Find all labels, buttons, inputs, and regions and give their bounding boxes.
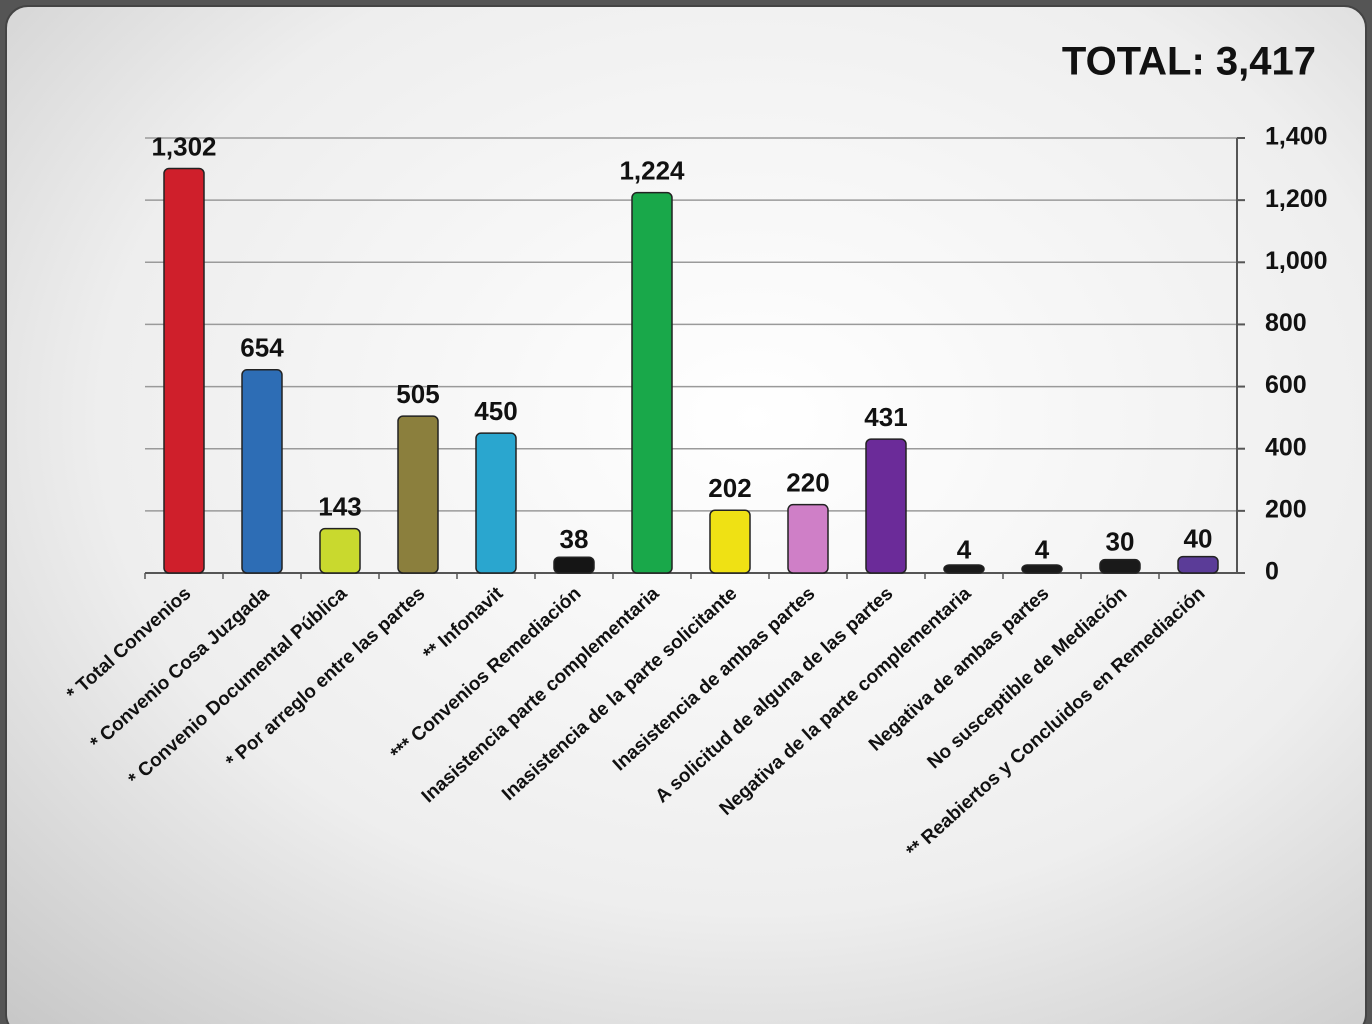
y-tick-label: 200 (1265, 495, 1307, 523)
bar (1021, 564, 1063, 574)
bar (787, 503, 829, 574)
y-tick-label: 400 (1265, 433, 1307, 461)
y-tick-label: 800 (1265, 309, 1307, 337)
value-label: 40 (1184, 523, 1213, 553)
bar (631, 191, 673, 574)
value-label: 450 (474, 396, 517, 426)
bar (241, 369, 283, 574)
y-tick-label: 1,000 (1265, 247, 1328, 275)
bar (943, 564, 985, 574)
value-label: 202 (708, 473, 751, 503)
value-label: 38 (560, 524, 589, 554)
value-label: 1,224 (619, 156, 685, 186)
bar (865, 438, 907, 574)
bar (553, 556, 595, 574)
value-label: 654 (240, 333, 284, 363)
bar (397, 415, 439, 574)
y-tick-label: 600 (1265, 371, 1307, 399)
bar (475, 432, 517, 574)
bar (1177, 555, 1219, 574)
chart-title: TOTAL: 3,417 (1062, 40, 1316, 84)
value-label: 505 (396, 379, 439, 409)
y-tick-label: 0 (1265, 558, 1279, 586)
value-label: 1,302 (151, 131, 216, 161)
value-label: 30 (1106, 527, 1135, 557)
value-label: 4 (957, 535, 972, 565)
bar (1099, 558, 1141, 574)
value-label: 220 (786, 468, 829, 498)
value-label: 4 (1035, 535, 1050, 565)
value-label: 143 (318, 491, 361, 521)
value-label: 431 (864, 402, 907, 432)
bar (163, 167, 205, 574)
y-tick-label: 1,400 (1265, 123, 1328, 151)
bar (319, 527, 361, 574)
bar (709, 509, 751, 574)
panel (5, 5, 1367, 1024)
y-tick-label: 1,200 (1265, 185, 1328, 213)
